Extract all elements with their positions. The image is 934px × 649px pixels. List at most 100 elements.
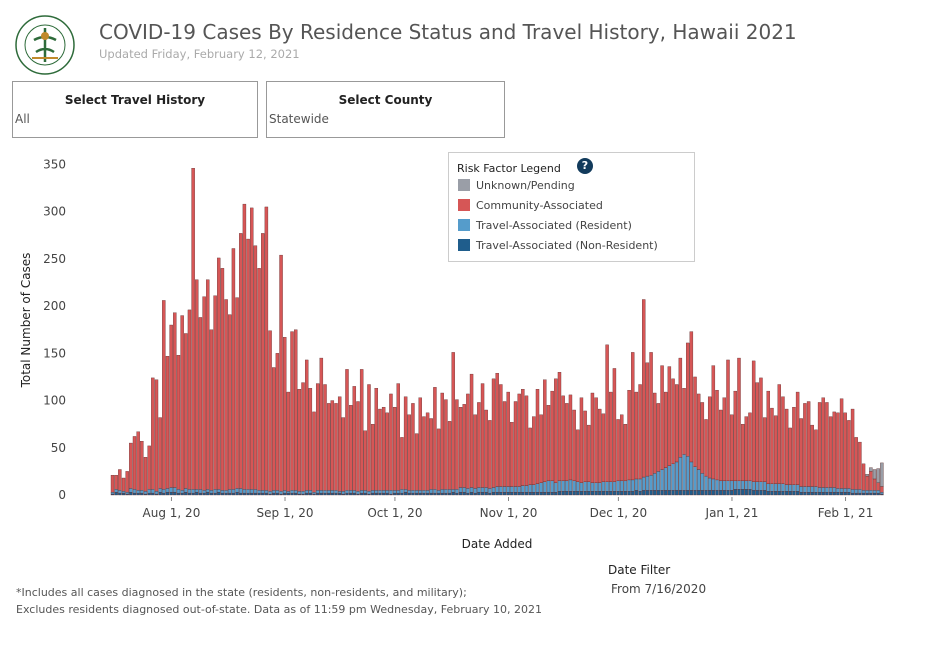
bar-segment[interactable]	[206, 491, 210, 496]
bar-segment[interactable]	[213, 295, 217, 490]
bar-segment[interactable]	[539, 414, 543, 483]
bar-segment[interactable]	[477, 402, 481, 488]
bar-segment[interactable]	[418, 397, 422, 491]
bar-segment[interactable]	[612, 491, 617, 496]
bar-segment[interactable]	[726, 490, 730, 496]
bar-segment[interactable]	[598, 482, 602, 492]
bar-segment[interactable]	[784, 491, 789, 496]
bar-segment[interactable]	[517, 393, 521, 487]
bar-segment[interactable]	[326, 403, 331, 491]
bar-segment[interactable]	[876, 482, 880, 491]
bar-segment[interactable]	[693, 490, 697, 496]
bar-segment[interactable]	[228, 492, 232, 496]
bar-segment[interactable]	[781, 483, 785, 492]
bar-segment[interactable]	[784, 408, 789, 485]
bar-segment[interactable]	[279, 491, 283, 495]
bar-segment[interactable]	[352, 386, 357, 491]
bar-segment[interactable]	[176, 489, 181, 494]
bar-segment[interactable]	[656, 471, 661, 491]
bar-segment[interactable]	[513, 401, 518, 487]
bar-segment[interactable]	[411, 492, 415, 496]
bar-segment[interactable]	[836, 491, 840, 496]
bar-segment[interactable]	[488, 488, 492, 494]
bar-segment[interactable]	[649, 352, 653, 476]
bar-segment[interactable]	[740, 489, 745, 496]
bar-segment[interactable]	[396, 490, 400, 494]
bar-segment[interactable]	[506, 391, 510, 487]
bar-segment[interactable]	[642, 476, 646, 491]
bar-segment[interactable]	[436, 492, 441, 496]
bar-segment[interactable]	[565, 480, 569, 492]
bar-segment[interactable]	[861, 490, 866, 494]
bar-segment[interactable]	[770, 407, 774, 484]
bar-segment[interactable]	[385, 490, 389, 494]
bar-segment[interactable]	[304, 492, 309, 496]
bar-segment[interactable]	[345, 492, 349, 496]
bar-segment[interactable]	[217, 489, 221, 493]
bar-segment[interactable]	[729, 490, 734, 496]
bar-segment[interactable]	[301, 382, 305, 492]
bar-segment[interactable]	[370, 492, 375, 496]
bar-segment[interactable]	[689, 461, 694, 491]
bar-segment[interactable]	[678, 457, 683, 491]
bar-segment[interactable]	[198, 317, 203, 490]
bar-segment[interactable]	[235, 491, 239, 496]
bar-segment[interactable]	[872, 490, 877, 494]
bar-segment[interactable]	[374, 492, 379, 496]
bar-segment[interactable]	[162, 489, 166, 494]
bar-segment[interactable]	[517, 486, 521, 493]
bar-segment[interactable]	[418, 492, 422, 496]
bar-segment[interactable]	[250, 492, 254, 496]
bar-segment[interactable]	[158, 491, 162, 496]
bar-segment[interactable]	[484, 409, 488, 488]
bar-segment[interactable]	[609, 391, 613, 482]
bar-segment[interactable]	[422, 492, 426, 496]
bar-segment[interactable]	[297, 389, 302, 492]
bar-segment[interactable]	[861, 492, 866, 496]
bar-segment[interactable]	[546, 491, 551, 496]
bar-segment[interactable]	[425, 412, 430, 491]
bar-segment[interactable]	[605, 491, 609, 496]
bar-segment[interactable]	[726, 480, 730, 491]
bar-segment[interactable]	[180, 492, 184, 496]
bar-segment[interactable]	[184, 491, 188, 496]
bar-segment[interactable]	[759, 481, 763, 491]
bar-segment[interactable]	[110, 491, 115, 495]
bar-segment[interactable]	[858, 492, 862, 496]
bar-segment[interactable]	[272, 490, 276, 494]
bar-segment[interactable]	[583, 410, 587, 482]
bar-segment[interactable]	[814, 491, 818, 496]
bar-segment[interactable]	[455, 399, 459, 490]
bar-segment[interactable]	[803, 486, 807, 493]
bar-segment[interactable]	[810, 486, 814, 493]
bar-segment[interactable]	[319, 492, 324, 496]
bar-segment[interactable]	[667, 366, 672, 466]
bar-segment[interactable]	[854, 489, 858, 494]
bar-segment[interactable]	[583, 481, 587, 492]
bar-segment[interactable]	[711, 365, 716, 480]
bar-segment[interactable]	[638, 478, 642, 492]
bar-segment[interactable]	[469, 373, 474, 488]
bar-segment[interactable]	[792, 406, 796, 485]
bar-segment[interactable]	[876, 490, 880, 494]
bar-segment[interactable]	[642, 299, 646, 478]
bar-segment[interactable]	[535, 491, 540, 496]
bar-segment[interactable]	[502, 491, 507, 496]
bar-segment[interactable]	[565, 403, 569, 482]
bar-segment[interactable]	[506, 486, 510, 493]
bar-segment[interactable]	[565, 491, 569, 496]
bar-segment[interactable]	[839, 398, 844, 489]
bar-segment[interactable]	[304, 490, 309, 494]
bar-segment[interactable]	[378, 408, 382, 491]
bar-segment[interactable]	[173, 491, 177, 496]
bar-segment[interactable]	[722, 480, 727, 491]
bar-segment[interactable]	[510, 491, 514, 496]
bar-segment[interactable]	[308, 492, 313, 496]
bar-segment[interactable]	[176, 492, 181, 496]
bar-segment[interactable]	[817, 487, 822, 493]
bar-segment[interactable]	[869, 467, 873, 472]
bar-segment[interactable]	[524, 395, 529, 486]
bar-segment[interactable]	[832, 487, 836, 493]
bar-segment[interactable]	[777, 384, 781, 484]
bar-segment[interactable]	[484, 487, 488, 493]
